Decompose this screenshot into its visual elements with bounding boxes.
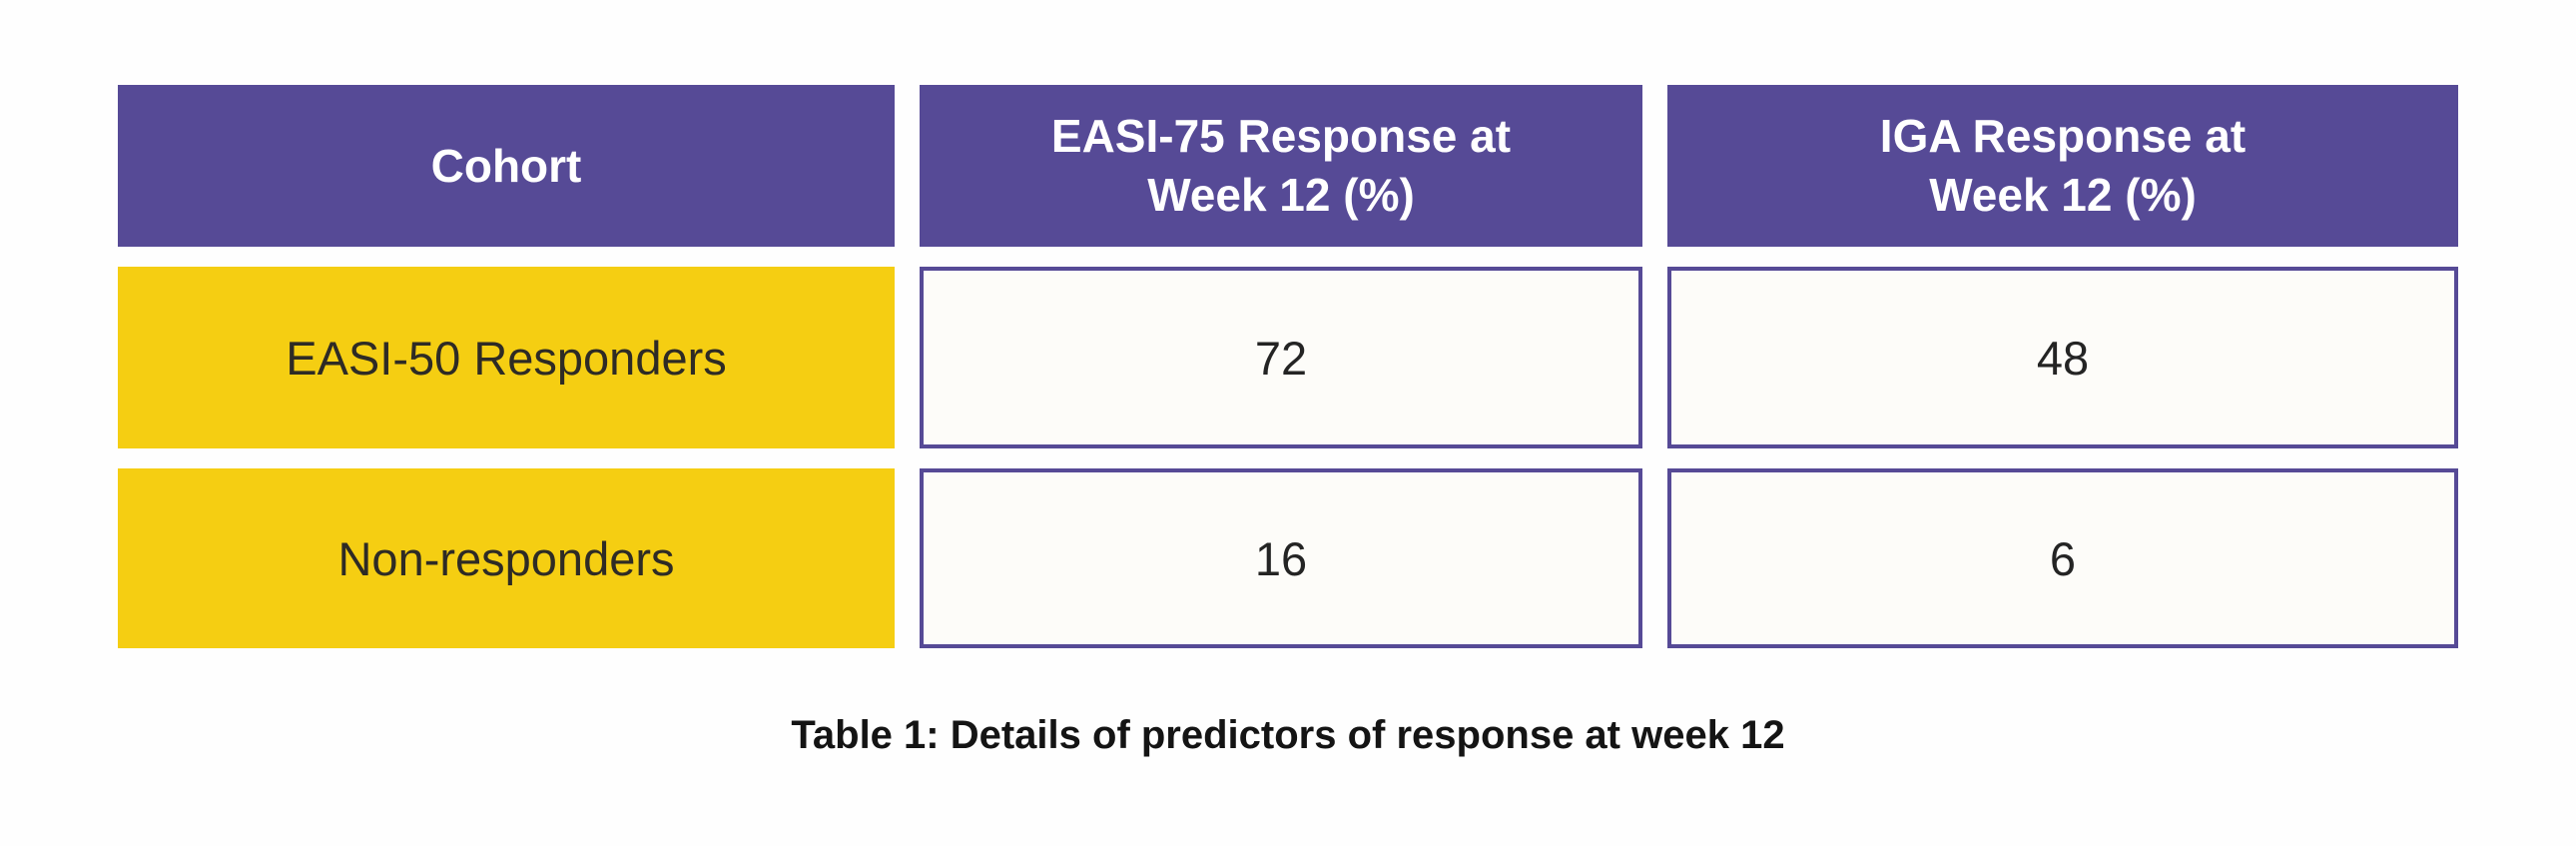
row-label-non-responders: Non-responders <box>118 468 895 648</box>
value-cell-nonresponders-easi75: 16 <box>920 468 1642 648</box>
value-text: 16 <box>1254 531 1308 585</box>
response-table: Cohort EASI-75 Response at Week 12 (%) I… <box>118 85 2458 648</box>
table-caption: Table 1: Details of predictors of respon… <box>791 713 1785 757</box>
value-text: 6 <box>2049 531 2077 585</box>
row-label-easi50-responders: EASI-50 Responders <box>118 267 895 448</box>
row-label-text: Non-responders <box>337 531 675 585</box>
header-label-iga: IGA Response at Week 12 (%) <box>1879 110 2247 221</box>
row-label-text: EASI-50 Responders <box>286 331 727 385</box>
header-cell-iga: IGA Response at Week 12 (%) <box>1667 85 2458 247</box>
value-cell-responders-easi75: 72 <box>920 267 1642 448</box>
header-label-easi75: EASI-75 Response at Week 12 (%) <box>1050 110 1512 221</box>
value-cell-nonresponders-iga: 6 <box>1667 468 2458 648</box>
value-cell-responders-iga: 48 <box>1667 267 2458 448</box>
header-cell-easi75: EASI-75 Response at Week 12 (%) <box>920 85 1642 247</box>
value-text: 48 <box>2036 331 2090 385</box>
header-cell-cohort: Cohort <box>118 85 895 247</box>
header-label-cohort: Cohort <box>430 139 582 192</box>
value-text: 72 <box>1254 331 1308 385</box>
